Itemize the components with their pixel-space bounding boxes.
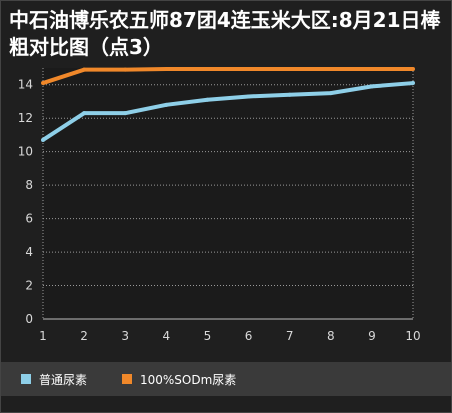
y-tick-label: 2 — [25, 279, 33, 293]
legend-swatch-1 — [21, 374, 31, 384]
y-tick-label: 4 — [25, 245, 33, 259]
data-point — [328, 67, 333, 71]
data-point — [82, 111, 87, 116]
y-tick-label: 8 — [25, 178, 33, 192]
legend-swatch-2 — [122, 374, 132, 384]
data-point — [164, 67, 169, 71]
x-tick-label: 2 — [80, 329, 88, 343]
x-tick-label: 9 — [368, 329, 376, 343]
x-axis-ticks: 1 2 3 4 5 6 7 8 9 10 — [39, 329, 420, 343]
y-tick-label: 10 — [18, 145, 33, 159]
chart-title: 中石油博乐农五师87团4连玉米大区:8月21日棒粗对比图（点3） — [9, 8, 441, 59]
data-point — [123, 67, 128, 72]
data-point — [246, 67, 251, 71]
data-point — [246, 94, 251, 99]
data-point — [411, 67, 415, 71]
data-point — [82, 67, 87, 72]
legend-label-1: 普通尿素 — [39, 372, 88, 387]
legend-item-1[interactable]: 普通尿素 — [21, 372, 88, 387]
data-point — [287, 67, 292, 71]
x-tick-label: 3 — [121, 329, 129, 343]
data-point — [123, 111, 128, 116]
grid-lines — [42, 68, 414, 320]
legend-label-2: 100%SODm尿素 — [140, 372, 237, 387]
data-point — [164, 102, 169, 107]
x-tick-label: 8 — [327, 329, 335, 343]
data-point — [411, 81, 415, 86]
y-tick-label: 0 — [25, 312, 33, 326]
data-point — [369, 67, 374, 71]
data-point — [205, 67, 210, 71]
legend-item-2[interactable]: 100%SODm尿素 — [122, 372, 237, 387]
x-tick-label: 10 — [405, 329, 420, 343]
data-point — [328, 91, 333, 96]
x-tick-label: 7 — [286, 329, 294, 343]
series-line-1 — [41, 81, 414, 142]
y-tick-label: 14 — [18, 78, 33, 92]
data-point — [205, 97, 210, 102]
y-tick-label: 12 — [18, 111, 33, 125]
legend: 普通尿素 100%SODm尿素 — [1, 362, 451, 396]
series-line-2 — [42, 67, 413, 85]
data-point — [369, 84, 374, 89]
data-point — [287, 92, 292, 97]
x-tick-label: 4 — [163, 329, 171, 343]
x-tick-label: 5 — [204, 329, 212, 343]
y-tick-label: 6 — [25, 212, 33, 226]
series-lines — [41, 67, 415, 142]
plot-area — [43, 68, 413, 319]
data-point — [41, 81, 45, 86]
y-axis-ticks: 0 2 4 6 8 10 12 14 — [18, 78, 33, 326]
x-tick-label: 1 — [39, 329, 47, 343]
x-tick-label: 6 — [245, 329, 253, 343]
data-point — [41, 137, 45, 142]
